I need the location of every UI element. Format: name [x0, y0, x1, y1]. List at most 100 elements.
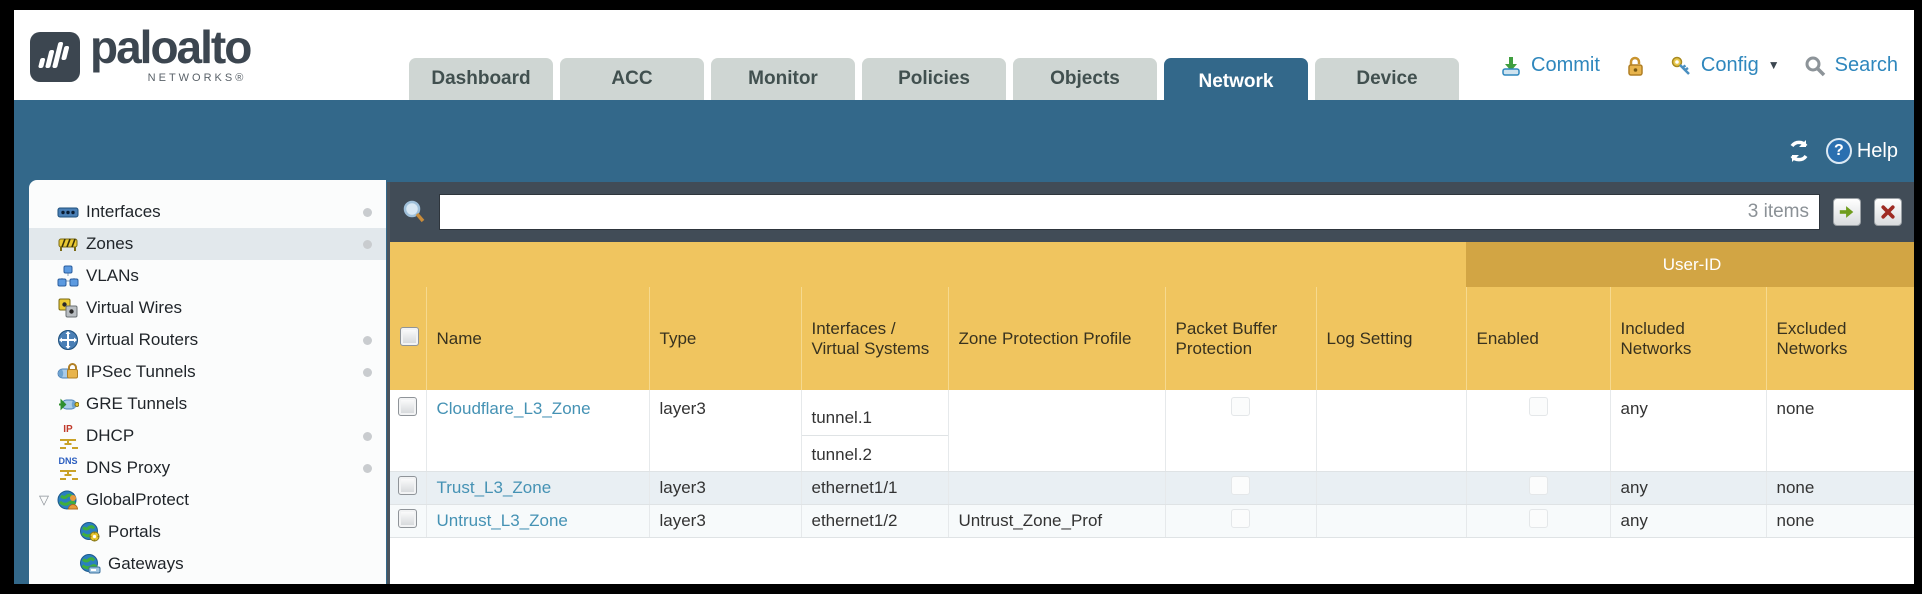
tab-objects[interactable]: Objects	[1013, 58, 1157, 100]
portals-icon	[79, 521, 101, 543]
included-networks-cell: any	[1610, 390, 1767, 472]
clear-filter-button[interactable]	[1874, 198, 1902, 226]
help-label: Help	[1856, 139, 1898, 162]
sidebar-item-label: Portals	[108, 522, 161, 541]
status-dot	[363, 367, 372, 377]
filter-search-box: 3 items	[439, 194, 1820, 230]
main-nav-tabs: Dashboard ACC Monitor Policies Objects N…	[409, 58, 1459, 105]
user-id-enabled-checkbox	[1528, 397, 1548, 416]
sidebar-item-gre-tunnels[interactable]: GRE Tunnels	[29, 388, 386, 420]
zone-name-link[interactable]: Trust_L3_Zone	[436, 478, 552, 497]
sidebar-item-label: Interfaces	[86, 202, 161, 221]
packet-buffer-checkbox	[1231, 476, 1250, 495]
included-networks-cell: any	[1610, 504, 1767, 538]
col-header-excluded-networks[interactable]: Excluded Networks	[1766, 287, 1914, 390]
brand-wordmark: paloalto	[90, 21, 252, 73]
filter-toolbar: 3 items	[390, 182, 1914, 242]
search-icon	[1804, 55, 1826, 77]
sidebar-item-label: Virtual Wires	[86, 298, 183, 317]
tab-policies[interactable]: Policies	[862, 58, 1006, 100]
zones-icon	[57, 233, 79, 255]
sidebar-item-virtual-wires[interactable]: Virtual Wires	[29, 292, 386, 324]
tab-device[interactable]: Device	[1315, 58, 1459, 100]
commit-icon	[1500, 55, 1522, 77]
col-header-name[interactable]: Name	[426, 287, 650, 390]
tab-network[interactable]: Network	[1164, 58, 1308, 105]
sidebar-item-globalprotect[interactable]: ▽ GlobalProtect	[29, 484, 386, 516]
search-input[interactable]	[440, 195, 1819, 229]
sidebar-item-virtual-routers[interactable]: Virtual Routers	[29, 324, 386, 356]
zone-protection-cell: Untrust_Zone_Prof	[948, 504, 1166, 538]
sidebar-item-dhcp[interactable]: IP DHCP	[29, 420, 386, 452]
zone-name-link[interactable]: Cloudflare_L3_Zone	[436, 399, 591, 418]
top-header: paloalto NETWORKS® Dashboard ACC Monitor…	[14, 10, 1914, 105]
col-header-log-setting[interactable]: Log Setting	[1316, 287, 1467, 390]
sidebar-item-interfaces[interactable]: Interfaces	[29, 196, 386, 228]
row-select-checkbox[interactable]	[398, 476, 418, 495]
zone-type-cell: layer3	[649, 390, 802, 472]
sidebar-item-label: DNS Proxy	[86, 458, 171, 477]
col-header-zone-protection[interactable]: Zone Protection Profile	[948, 287, 1166, 390]
user-id-group-header: User-ID	[1466, 242, 1914, 287]
help-button[interactable]: ? Help	[1825, 138, 1898, 164]
col-header-included-networks[interactable]: Included Networks	[1610, 287, 1767, 390]
zone-protection-cell	[948, 390, 1166, 472]
dns-proxy-icon: DNS	[57, 457, 79, 480]
packet-buffer-checkbox	[1231, 509, 1250, 528]
tab-acc[interactable]: ACC	[560, 58, 704, 100]
lock-icon[interactable]	[1624, 55, 1646, 77]
row-select-checkbox[interactable]	[398, 397, 418, 416]
excluded-networks-cell: none	[1766, 504, 1914, 538]
status-dot	[363, 335, 372, 345]
row-select-checkbox[interactable]	[398, 509, 418, 528]
sidebar-item-gateways[interactable]: Gateways	[29, 548, 386, 580]
gre-tunnels-icon	[57, 393, 80, 415]
interface-entry: tunnel.1	[811, 408, 873, 427]
sidebar-item-label: GlobalProtect	[86, 490, 189, 509]
sidebar-item-portals[interactable]: Portals	[29, 516, 386, 548]
zone-interfaces-cell: ethernet1/1	[801, 471, 949, 505]
help-icon: ?	[1825, 138, 1852, 164]
commit-button[interactable]: Commit	[1531, 54, 1600, 76]
config-caret-icon[interactable]: ▼	[1767, 57, 1780, 72]
expander-icon[interactable]: ▽	[39, 492, 49, 507]
config-button[interactable]: Config	[1700, 54, 1759, 76]
tab-dashboard[interactable]: Dashboard	[409, 58, 553, 100]
tab-monitor[interactable]: Monitor	[711, 58, 855, 100]
apply-filter-button[interactable]	[1833, 198, 1861, 226]
paloalto-wave-icon	[30, 32, 80, 82]
table-row: Trust_L3_Zone layer3 ethernet1/1 any non…	[390, 471, 1914, 505]
log-setting-cell	[1316, 390, 1467, 472]
zones-panel: 3 items	[387, 182, 1914, 584]
sidebar-item-dns-proxy[interactable]: DNS DNS Proxy	[29, 452, 386, 484]
log-setting-cell	[1316, 504, 1467, 538]
zone-name-link[interactable]: Untrust_L3_Zone	[436, 511, 568, 530]
sidebar-item-zones[interactable]: Zones	[29, 228, 386, 260]
excluded-networks-cell: none	[1766, 390, 1914, 472]
col-header-interfaces[interactable]: Interfaces / Virtual Systems	[801, 287, 949, 390]
select-all-header	[390, 287, 427, 390]
zone-type-cell: layer3	[649, 504, 802, 538]
brand-logo: paloalto NETWORKS®	[30, 21, 252, 84]
search-button[interactable]: Search	[1834, 54, 1898, 76]
page-band: ? Help Interfaces	[14, 100, 1914, 584]
table-row: Untrust_L3_Zone layer3 ethernet1/2 Untru…	[390, 504, 1914, 538]
vlans-icon	[57, 265, 79, 287]
config-keys-icon	[1670, 55, 1692, 77]
select-all-checkbox[interactable]	[400, 326, 419, 346]
virtual-wires-icon	[57, 297, 79, 319]
header-actions: Commit Config	[1500, 54, 1898, 77]
col-header-packet-buffer[interactable]: Packet Buffer Protection	[1165, 287, 1317, 390]
refresh-icon[interactable]	[1786, 138, 1812, 164]
sidebar-item-vlans[interactable]: VLANs	[29, 260, 386, 292]
col-header-enabled[interactable]: Enabled	[1466, 287, 1611, 390]
col-header-type[interactable]: Type	[649, 287, 802, 390]
sidebar-item-ipsec-tunnels[interactable]: IPSec Tunnels	[29, 356, 386, 388]
table-row: Cloudflare_L3_Zone layer3 tunnel.1 tunne…	[390, 390, 1914, 472]
zone-type-cell: layer3	[649, 471, 802, 505]
gateways-icon	[79, 553, 101, 575]
header-spacer	[390, 242, 1466, 287]
sidebar-item-label: DHCP	[86, 426, 135, 445]
log-setting-cell	[1316, 471, 1467, 505]
